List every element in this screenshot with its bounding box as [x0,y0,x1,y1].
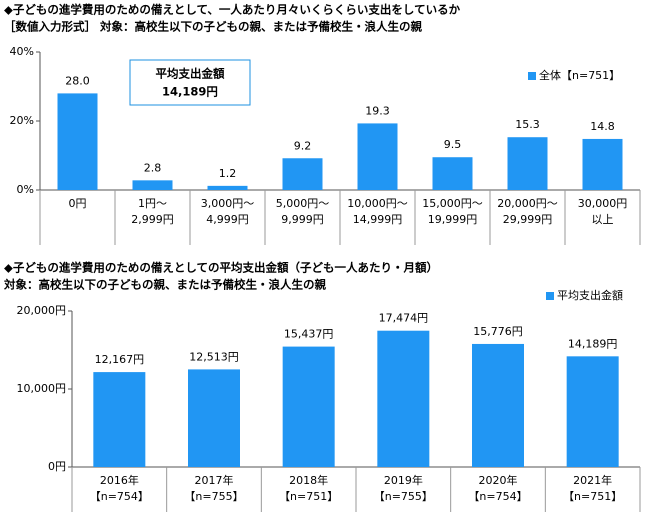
data-label: 14,189円 [568,337,618,350]
data-label: 19.3 [365,104,390,117]
x-tick-label: 【n=754】 [468,490,527,503]
chart-title: ◆子どもの進学費用のための備えとして、一人あたり月々いくらくらい支出をしているか [4,3,461,17]
x-tick-label: 2019年 [384,473,423,487]
x-tick-label: 2,999円 [131,213,174,226]
legend-label: 平均支出金額 [557,288,623,302]
x-tick-label: 5,000円～ [276,197,330,210]
data-label: 17,474円 [379,312,429,325]
data-label: 15.3 [515,118,540,131]
bar [188,369,240,467]
bar [472,343,524,467]
chart-subtitle: 対象：高校生以下の子どもの親、または予備校生・浪人生の親 [3,278,326,292]
bar [582,138,623,190]
x-tick-label: 9,999円 [281,213,324,226]
data-label: 12,513円 [189,350,239,363]
x-tick-label: 3,000円～ [201,197,255,210]
y-tick-label: 10,000円 [17,382,67,395]
x-tick-label: 以上 [592,213,614,226]
annotation-box [129,59,251,106]
x-tick-label: 29,999円 [503,213,553,226]
x-tick-label: 14,999円 [353,213,403,226]
x-tick-label: 30,000円 [578,197,628,210]
bar [282,346,335,467]
x-tick-label: 【n=751】 [279,490,338,503]
x-tick-label: 2016年 [100,473,139,487]
x-tick-label: 19,999円 [428,213,478,226]
data-label: 15,437円 [284,328,334,341]
legend-label: 全体【n=751】 [539,68,620,82]
legend-swatch [546,292,554,300]
bar [132,180,173,190]
x-tick-label: 1円～ [138,197,167,210]
x-tick-label: 10,000円～ [347,197,408,210]
x-tick-label: 【n=754】 [90,490,149,503]
x-tick-label: 4,999円 [206,213,249,226]
x-tick-label: 【n=751】 [563,490,622,503]
y-tick-label: 40% [10,45,34,58]
annotation: 14,189円 [162,85,218,99]
bar [207,185,248,190]
data-label: 1.2 [219,167,237,180]
data-label: 15,776円 [473,325,523,338]
bar [377,330,430,467]
bar [93,372,146,467]
x-tick-label: 2018年 [289,473,328,487]
bar [566,356,619,467]
x-tick-label: 2017年 [195,473,234,487]
x-tick-label: 【n=755】 [374,490,433,503]
data-label: 9.2 [294,139,312,152]
data-label: 12,167円 [95,353,145,366]
y-tick-label: 0% [17,183,34,196]
annotation: 平均支出金額 [156,67,225,81]
chart-subtitle: ［数値入力形式］ 対象：高校生以下の子どもの親、または予備校生・浪人生の親 [4,20,422,34]
data-label: 14.8 [590,120,615,133]
x-tick-label: 0円 [69,197,87,210]
data-label: 9.5 [444,138,462,151]
y-tick-label: 0円 [48,460,66,473]
bar [432,157,473,190]
bar [357,123,398,190]
x-tick-label: 20,000円～ [497,197,558,210]
chart-title: ◆子どもの進学費用のための備えとしての平均支出金額（子ども一人あたり・月額） [4,261,438,275]
bar [57,93,98,190]
data-label: 28.0 [65,74,90,87]
y-tick-label: 20% [10,114,34,127]
bar [282,158,323,190]
bar [507,137,548,190]
x-tick-label: 2021年 [573,473,612,487]
x-tick-label: 15,000円～ [422,197,483,210]
x-tick-label: 【n=755】 [184,490,243,503]
legend-swatch [528,72,536,80]
data-label: 2.8 [144,161,162,174]
x-tick-label: 2020年 [479,473,518,487]
y-tick-label: 20,000円 [17,304,67,317]
